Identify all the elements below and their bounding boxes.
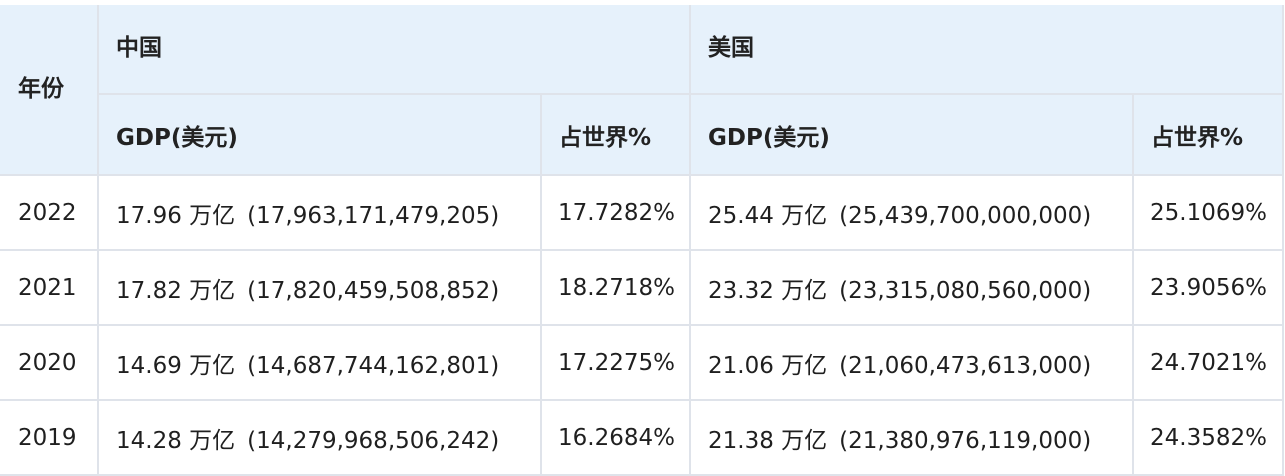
year-cell: 2019 [0, 399, 99, 476]
china-gdp-full: (14,279,968,506,242) [247, 427, 500, 454]
china-gdp-short: 17.82 万亿 [116, 277, 236, 304]
china-gdp-cell: 17.96 万亿 (17,963,171,479,205) [97, 174, 542, 251]
usa-gdp-cell: 23.32 万亿 (23,315,080,560,000) [689, 249, 1134, 326]
china-share-header: 占世界% [540, 93, 691, 176]
china-share-cell: 17.7282% [540, 174, 691, 251]
usa-gdp-cell: 21.38 万亿 (21,380,976,119,000) [689, 399, 1134, 476]
table-row: 2022 17.96 万亿 (17,963,171,479,205) 17.728… [0, 174, 1284, 251]
year-cell: 2022 [0, 174, 99, 251]
gdp-comparison-table: 年份 中国 美国 GDP(美元) 占世界% GDP(美元) 占世界% 2022 … [0, 5, 1284, 476]
usa-gdp-short: 23.32 万亿 [708, 277, 828, 304]
usa-share-cell: 24.3582% [1132, 399, 1284, 476]
header-row-countries: 年份 中国 美国 [0, 5, 1284, 176]
usa-share-cell: 24.7021% [1132, 324, 1284, 401]
table-row: 2019 14.28 万亿 (14,279,968,506,242) 16.268… [0, 399, 1284, 476]
china-gdp-full: (17,820,459,508,852) [247, 277, 500, 304]
china-gdp-short: 17.96 万亿 [116, 202, 236, 229]
table-header: 年份 中国 美国 GDP(美元) 占世界% GDP(美元) 占世界% [0, 5, 1284, 176]
china-gdp-short: 14.69 万亿 [116, 352, 236, 379]
table-body: 2022 17.96 万亿 (17,963,171,479,205) 17.728… [0, 174, 1284, 476]
usa-gdp-full: (25,439,700,000,000) [839, 202, 1092, 229]
usa-gdp-short: 21.06 万亿 [708, 352, 828, 379]
usa-gdp-full: (21,380,976,119,000) [839, 427, 1092, 454]
usa-gdp-short: 21.38 万亿 [708, 427, 828, 454]
china-gdp-cell: 17.82 万亿 (17,820,459,508,852) [97, 249, 542, 326]
header-row-metrics: GDP(美元) 占世界% GDP(美元) 占世界% [0, 93, 1284, 176]
usa-share-header: 占世界% [1132, 93, 1284, 176]
year-cell: 2020 [0, 324, 99, 401]
table-row: 2021 17.82 万亿 (17,820,459,508,852) 18.271… [0, 249, 1284, 326]
table-row: 2020 14.69 万亿 (14,687,744,162,801) 17.227… [0, 324, 1284, 401]
china-gdp-cell: 14.69 万亿 (14,687,744,162,801) [97, 324, 542, 401]
china-share-cell: 17.2275% [540, 324, 691, 401]
year-cell: 2021 [0, 249, 99, 326]
usa-gdp-full: (21,060,473,613,000) [839, 352, 1092, 379]
usa-gdp-cell: 25.44 万亿 (25,439,700,000,000) [689, 174, 1134, 251]
usa-gdp-header: GDP(美元) [689, 93, 1134, 176]
china-gdp-header: GDP(美元) [98, 93, 542, 176]
usa-share-cell: 23.9056% [1132, 249, 1284, 326]
china-gdp-full: (14,687,744,162,801) [247, 352, 500, 379]
china-share-cell: 16.2684% [540, 399, 691, 476]
china-share-cell: 18.2718% [540, 249, 691, 326]
usa-gdp-full: (23,315,080,560,000) [839, 277, 1092, 304]
china-gdp-cell: 14.28 万亿 (14,279,968,506,242) [97, 399, 542, 476]
year-column-header: 年份 [0, 5, 99, 176]
usa-gdp-short: 25.44 万亿 [708, 202, 828, 229]
usa-gdp-cell: 21.06 万亿 (21,060,473,613,000) [689, 324, 1134, 401]
china-gdp-full: (17,963,171,479,205) [247, 202, 500, 229]
china-group-header: 中国 [97, 5, 691, 95]
china-gdp-short: 14.28 万亿 [116, 427, 236, 454]
usa-share-cell: 25.1069% [1132, 174, 1284, 251]
usa-group-header: 美国 [689, 5, 1284, 95]
